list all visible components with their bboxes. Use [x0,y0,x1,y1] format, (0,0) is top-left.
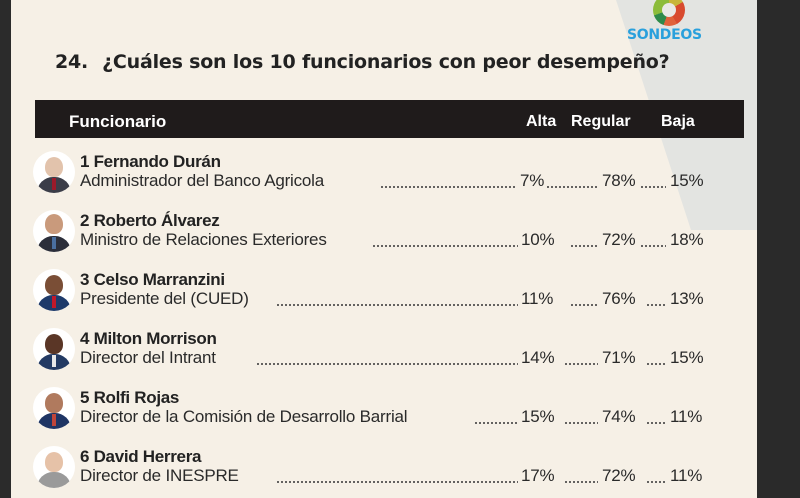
stats-line: Presidente del (CUED) 11% 76% 13% [80,289,704,311]
infographic-page: SONDEOS 24. ¿Cuáles son los 10 funcionari… [11,0,757,498]
header-baja: Baja [661,113,695,130]
question-text: ¿Cuáles son los 10 funcionarios con peor… [102,51,670,73]
table-row: 5 Rolfi Rojas Director de la Comisión de… [33,387,733,443]
left-dark-margin [0,0,11,498]
dot-leader [646,304,666,306]
table-row: 1 Fernando Durán Administrador del Banco… [33,151,733,207]
logo-ring-icon [653,0,685,26]
dot-leader [640,186,666,188]
official-name: 6 David Herrera [80,447,202,466]
official-name: 1 Fernando Durán [80,152,221,171]
official-name: 2 Roberto Álvarez [80,211,220,230]
avatar-head [45,334,63,354]
avatar-head [45,275,63,295]
dot-leader [474,422,518,424]
stats-line: Director de la Comisión de Desarrollo Ba… [80,407,703,429]
avatar [33,446,75,488]
value-baja: 11% [670,466,703,485]
value-baja: 15% [670,171,704,190]
avatar-head [45,452,63,472]
stats-line: Administrador del Banco Agricola 7% 78% … [80,171,704,193]
header-alta: Alta [526,113,557,130]
dot-leader [646,422,666,424]
dot-leader [256,363,518,365]
value-baja: 13% [670,289,704,308]
value-alta: 7% [520,171,545,190]
dot-leader [564,422,598,424]
avatar-tie [52,178,56,190]
table-row: 4 Milton Morrison Director del Intrant 1… [33,328,733,384]
value-alta: 17% [521,466,555,485]
value-regular: 76% [602,289,636,308]
question-title: 24. ¿Cuáles son los 10 funcionarios con p… [55,51,670,73]
stats-line: Director del Intrant 14% 71% 15% [80,348,704,370]
avatar-tie [52,237,56,249]
value-baja: 11% [670,407,703,426]
avatar-tie [52,296,56,308]
value-baja: 15% [670,348,704,367]
official-position: Presidente del (CUED) [80,289,252,309]
dot-leader [276,481,518,483]
logo-text: SONDEOS [627,27,702,43]
question-number: 24. [55,51,89,73]
official-position: Ministro de Relaciones Exteriores [80,230,330,250]
dot-leader [564,481,598,483]
table-header: Funcionario Alta Regular Baja [35,100,744,138]
stats-line: Director de INESPRE 17% 72% 11% [80,466,703,488]
avatar-head [45,157,63,177]
value-alta: 11% [521,289,554,308]
official-name: 4 Milton Morrison [80,329,217,348]
value-alta: 14% [521,348,555,367]
value-regular: 72% [602,466,636,485]
dot-leader [380,186,516,188]
avatar [33,269,75,311]
stats-line: Ministro de Relaciones Exteriores 10% 72… [80,230,704,252]
right-dark-margin [757,0,800,498]
dot-leader [276,304,518,306]
avatar [33,328,75,370]
official-position: Director de INESPRE [80,466,242,486]
table-row: 3 Celso Marranzini Presidente del (CUED)… [33,269,733,325]
avatar [33,387,75,429]
header-regular: Regular [571,113,631,130]
dot-leader [570,245,598,247]
official-position: Administrador del Banco Agricola [80,171,328,191]
sondeos-logo: SONDEOS [623,0,713,44]
table-row: 2 Roberto Álvarez Ministro de Relaciones… [33,210,733,266]
avatar-body [37,472,71,488]
avatar-head [45,214,63,234]
value-alta: 10% [521,230,555,249]
official-position: Director de la Comisión de Desarrollo Ba… [80,407,411,427]
official-name: 5 Rolfi Rojas [80,388,180,407]
dot-leader [372,245,518,247]
dot-leader [546,186,598,188]
header-funcionario: Funcionario [69,112,167,131]
avatar-tie [52,414,56,426]
dot-leader [646,363,666,365]
avatar [33,210,75,252]
dot-leader [646,481,666,483]
avatar-shirt [52,355,56,367]
value-regular: 74% [602,407,636,426]
table-row: 6 David Herrera Director de INESPRE 17% … [33,446,733,498]
dot-leader [570,304,598,306]
value-regular: 78% [602,171,636,190]
dot-leader [564,363,598,365]
official-name: 3 Celso Marranzini [80,270,225,289]
value-baja: 18% [670,230,704,249]
avatar [33,151,75,193]
avatar-head [45,393,63,413]
value-alta: 15% [521,407,555,426]
dot-leader [640,245,666,247]
official-position: Director del Intrant [80,348,219,368]
value-regular: 71% [602,348,636,367]
value-regular: 72% [602,230,636,249]
